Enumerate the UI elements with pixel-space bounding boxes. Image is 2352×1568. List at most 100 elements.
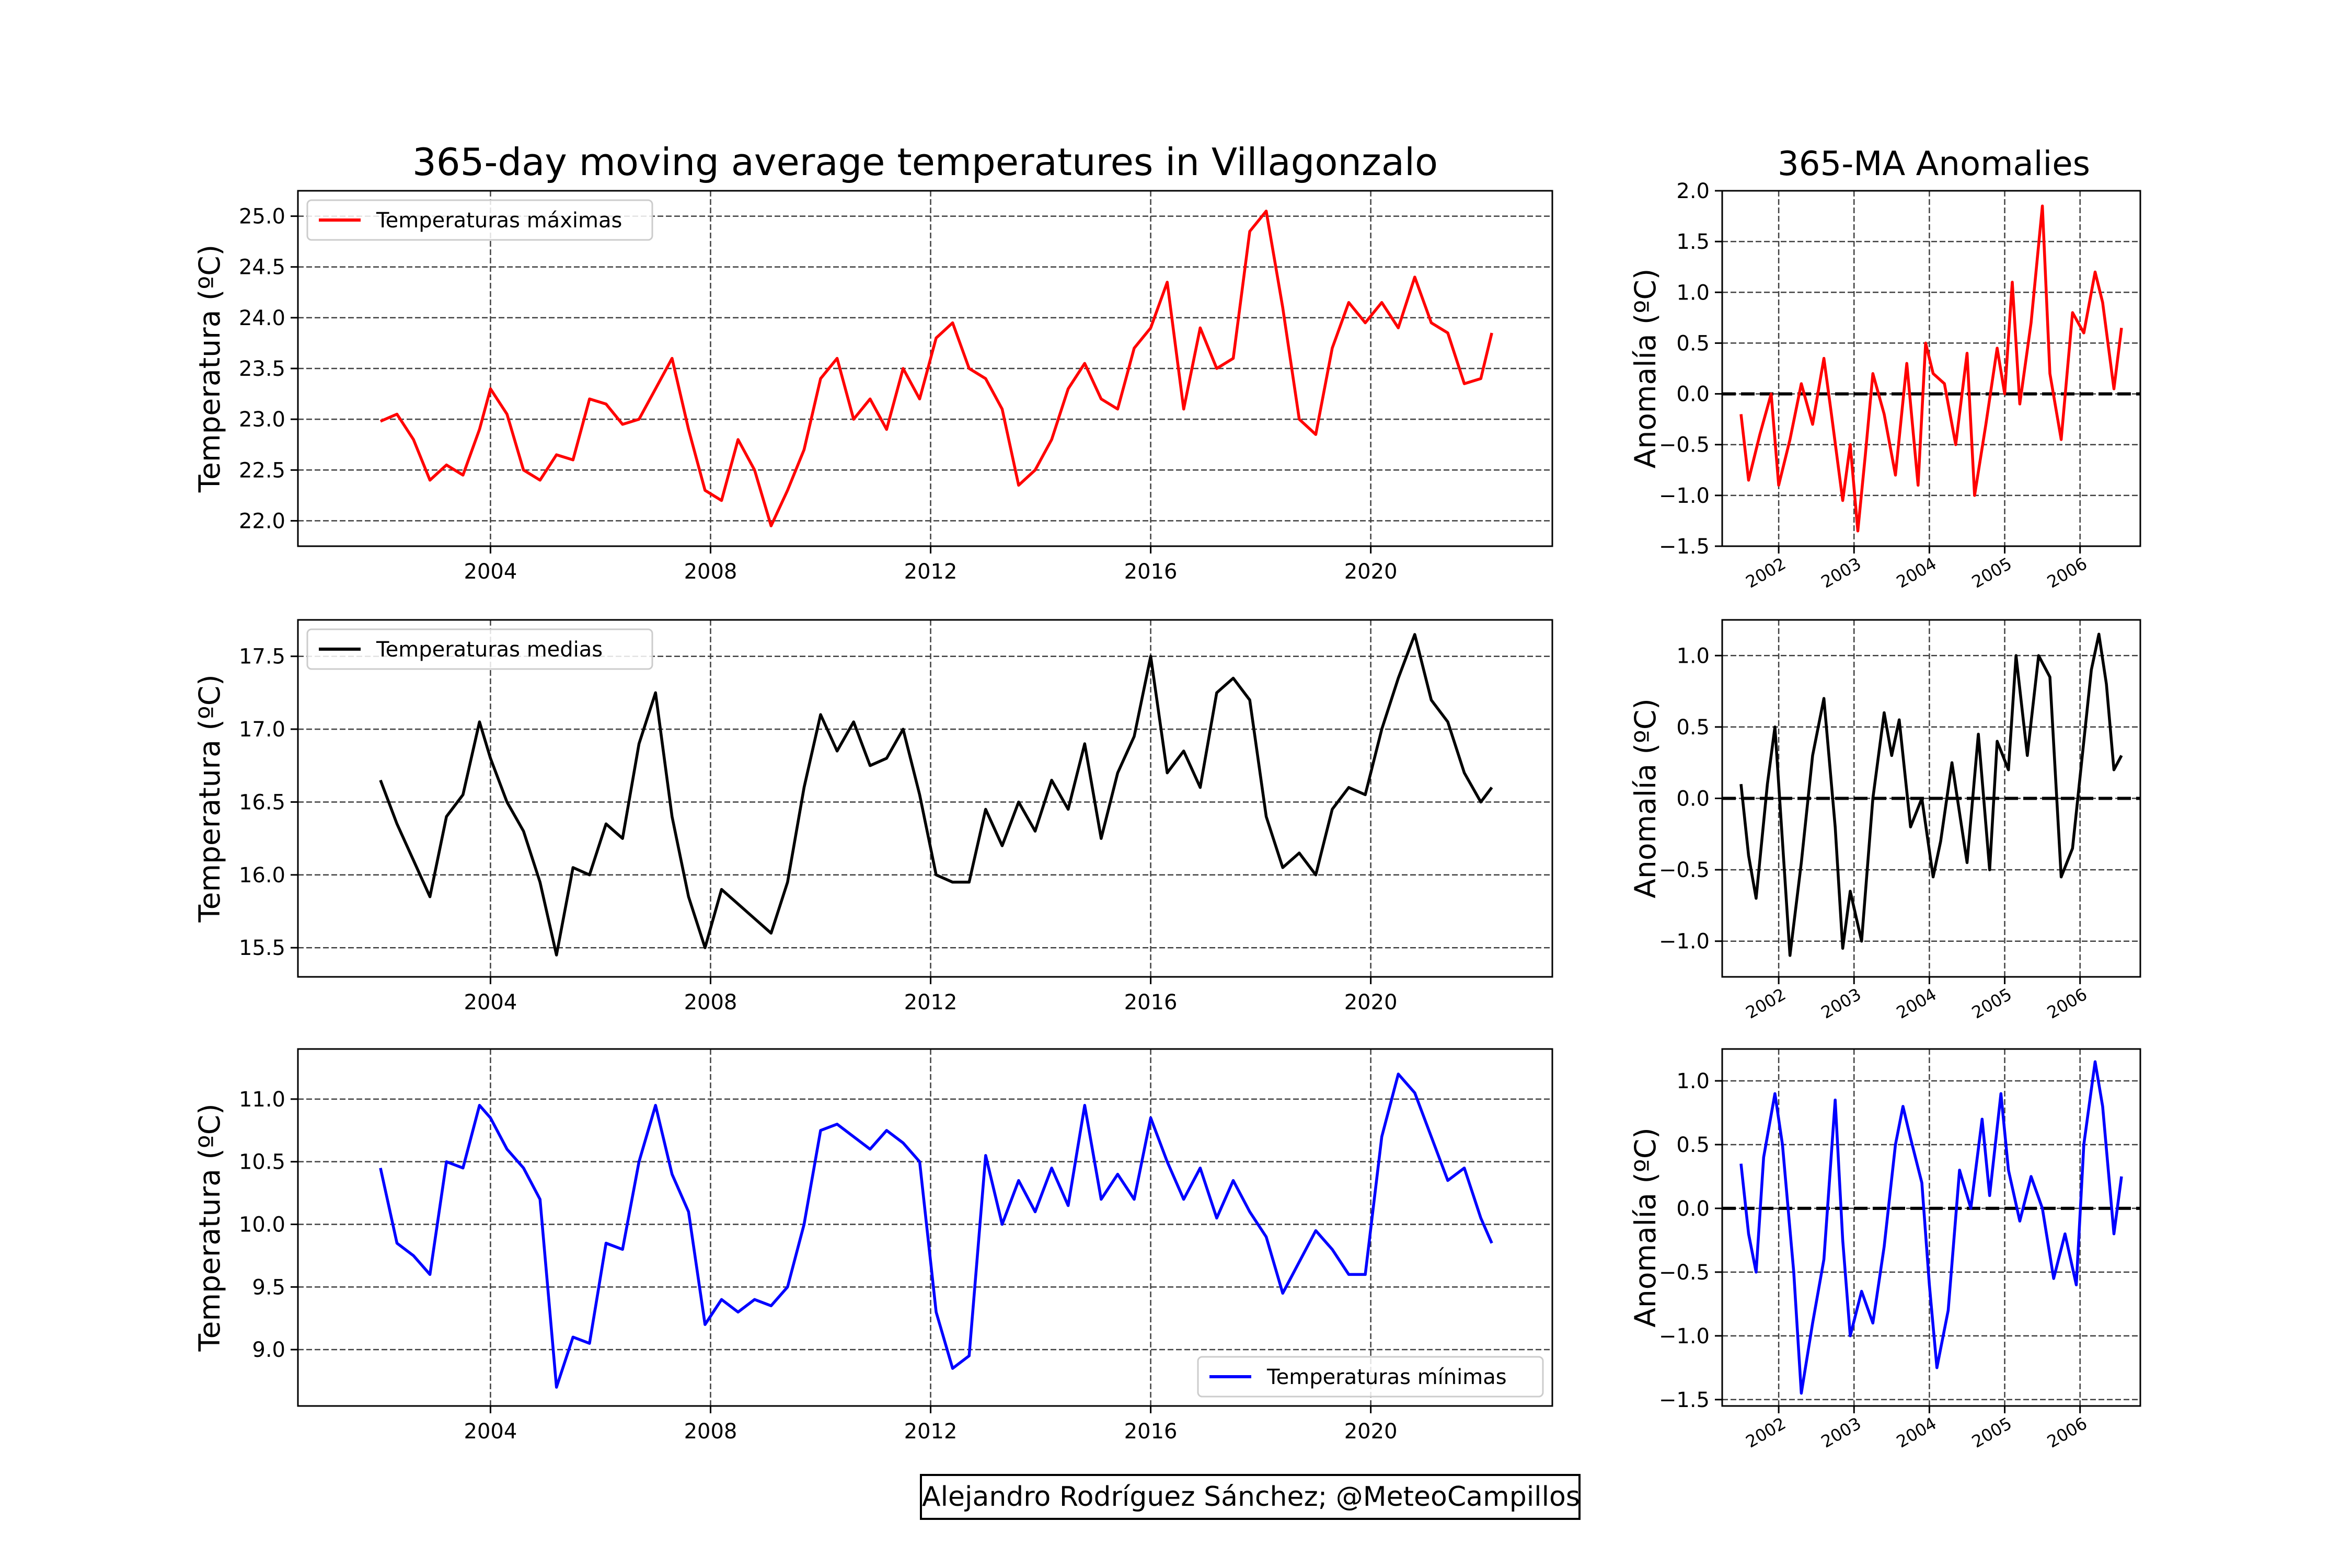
x-tick-label: 2016 — [1124, 990, 1178, 1014]
y-tick-label: −1.5 — [1659, 1388, 1710, 1412]
y-tick-label: 15.5 — [239, 936, 285, 960]
y-tick-label: 22.0 — [239, 509, 285, 533]
y-axis-label: Anomalía (ºC) — [1629, 698, 1662, 898]
y-tick-label: 0.5 — [1676, 1133, 1710, 1157]
series-line-min — [379, 1073, 1493, 1389]
y-tick-label: 1.5 — [1676, 230, 1710, 254]
y-axis-label: Anomalía (ºC) — [1629, 1127, 1662, 1327]
chart-min: 2004 2008 2012 2016 2020 9.0 9.5 10.0 10.5 11.0 Te… — [193, 1048, 1553, 1444]
plot-frame — [297, 619, 1553, 978]
y-tick-label: 17.0 — [239, 718, 285, 742]
x-tick-label: 2020 — [1344, 1420, 1398, 1444]
y-tick-label: 0.5 — [1676, 716, 1710, 740]
x-tick-label: 2004 — [464, 990, 517, 1014]
y-tick-label: 0.0 — [1676, 1197, 1710, 1221]
y-tick-label: 25.0 — [239, 205, 285, 229]
y-tick-label: 2.0 — [1676, 179, 1710, 203]
plot-frame — [297, 1048, 1553, 1407]
y-tick-label: 10.5 — [239, 1150, 285, 1174]
legend-label: Temperaturas mínimas — [1266, 1365, 1507, 1389]
x-tick-label: 2005 — [1968, 984, 2015, 1023]
y-tick-label: 1.0 — [1676, 644, 1710, 668]
y-tick-label: −1.5 — [1659, 535, 1710, 559]
legend: Temperaturas medias — [306, 628, 653, 670]
legend-box — [1197, 1356, 1544, 1398]
legend: Temperaturas mínimas — [1197, 1356, 1544, 1398]
y-tick-label: 16.0 — [239, 863, 285, 887]
series-line-anom_mean — [1739, 632, 2123, 957]
x-tick-label: 2004 — [1893, 554, 1940, 592]
x-tick-label: 2012 — [904, 560, 958, 584]
y-tick-label: 0.0 — [1676, 787, 1710, 811]
x-tick-label: 2016 — [1124, 1420, 1178, 1444]
x-tick-label: 2012 — [904, 990, 958, 1014]
y-axis-label: Temperatura (ºC) — [193, 1103, 226, 1352]
y-axis-label: Temperatura (ºC) — [193, 245, 226, 493]
x-tick-label: 2004 — [1893, 984, 1940, 1023]
x-tick-label: 2006 — [2044, 554, 2091, 592]
x-tick-label: 2002 — [1743, 1413, 1790, 1452]
x-tick-label: 2006 — [2044, 984, 2091, 1023]
x-tick-label: 2006 — [2044, 1413, 2091, 1452]
chart-mean: 2004 2008 2012 2016 2020 15.5 16.0 16.5 17.0 17.5… — [193, 619, 1553, 1014]
y-axis-label: Temperatura (ºC) — [193, 674, 226, 923]
y-tick-label: 23.5 — [239, 357, 285, 381]
x-tick-label: 2012 — [904, 1420, 958, 1444]
x-tick-label: 2008 — [684, 990, 737, 1014]
anomalies-title: 365-MA Anomalies — [1778, 145, 2090, 183]
plot-frame — [1721, 1048, 2141, 1407]
x-tick-label: 2004 — [1893, 1413, 1940, 1452]
y-tick-label: 24.0 — [239, 306, 285, 330]
chart-anom_mean: 2002 2003 2004 2005 2006 −1.0 −0.5 0.0 0.5 1.0 Ano… — [1629, 619, 2141, 1023]
y-tick-label: 10.0 — [239, 1213, 285, 1237]
y-tick-label: 1.0 — [1676, 281, 1710, 305]
y-tick-label: −0.5 — [1659, 1261, 1710, 1285]
plot-frame — [1721, 190, 2141, 547]
y-axis-label: Anomalía (ºC) — [1629, 269, 1662, 468]
y-tick-label: −1.0 — [1659, 484, 1710, 508]
chart-anom_min: 2002 2003 2004 2005 2006 −1.5 −1.0 −0.5 0.0 0.5 1.… — [1629, 1048, 2141, 1452]
series-line-anom_max — [1739, 204, 2123, 533]
y-tick-label: 24.5 — [239, 256, 285, 280]
y-tick-label: 23.0 — [239, 408, 285, 432]
series-line-max — [379, 210, 1493, 527]
x-tick-label: 2016 — [1124, 560, 1178, 584]
x-tick-label: 2003 — [1818, 984, 1865, 1023]
y-tick-label: 22.5 — [239, 458, 285, 482]
x-tick-label: 2020 — [1344, 560, 1398, 584]
y-tick-label: −1.0 — [1659, 930, 1710, 954]
y-tick-label: 17.5 — [239, 645, 285, 669]
y-tick-label: 1.0 — [1676, 1069, 1710, 1093]
x-tick-label: 2005 — [1968, 554, 2015, 592]
x-tick-label: 2005 — [1968, 1413, 2015, 1452]
chart-anom_max: 2002 2003 2004 2005 2006 −1.5 −1.0 −0.5 0.0 0.5 1.… — [1629, 179, 2141, 592]
x-tick-label: 2008 — [684, 1420, 737, 1444]
legend-box — [306, 199, 653, 241]
y-tick-label: 9.5 — [252, 1275, 285, 1299]
credit-box: Alejandro Rodríguez Sánchez; @MeteoCampi… — [920, 1474, 1581, 1520]
y-tick-label: −0.5 — [1659, 858, 1710, 882]
x-tick-label: 2002 — [1743, 554, 1790, 592]
chart-max: 2004 2008 2012 2016 2020 22.0 22.5 23.0 23.5 24.0… — [193, 190, 1553, 584]
series-line-mean — [379, 633, 1493, 956]
y-tick-label: 16.5 — [239, 790, 285, 814]
main-title: 365-day moving average temperatures in V… — [412, 140, 1438, 184]
x-tick-label: 2020 — [1344, 990, 1398, 1014]
x-tick-label: 2004 — [464, 560, 517, 584]
y-tick-label: −1.0 — [1659, 1324, 1710, 1348]
legend-label: Temperaturas máximas — [376, 209, 622, 233]
y-tick-label: 0.0 — [1676, 383, 1710, 407]
legend-label: Temperaturas medias — [376, 638, 603, 662]
x-tick-label: 2003 — [1818, 554, 1865, 592]
x-tick-label: 2002 — [1743, 984, 1790, 1023]
y-tick-label: 11.0 — [239, 1088, 285, 1112]
series-line-anom_min — [1739, 1060, 2123, 1395]
x-tick-label: 2004 — [464, 1420, 517, 1444]
charts: 2004 2008 2012 2016 2020 22.0 22.5 23.0 23.5 24.0… — [193, 179, 2141, 1452]
x-tick-label: 2003 — [1818, 1413, 1865, 1452]
y-tick-label: 9.0 — [252, 1338, 285, 1362]
x-tick-label: 2008 — [684, 560, 737, 584]
legend: Temperaturas máximas — [306, 199, 653, 241]
y-tick-label: 0.5 — [1676, 331, 1710, 355]
